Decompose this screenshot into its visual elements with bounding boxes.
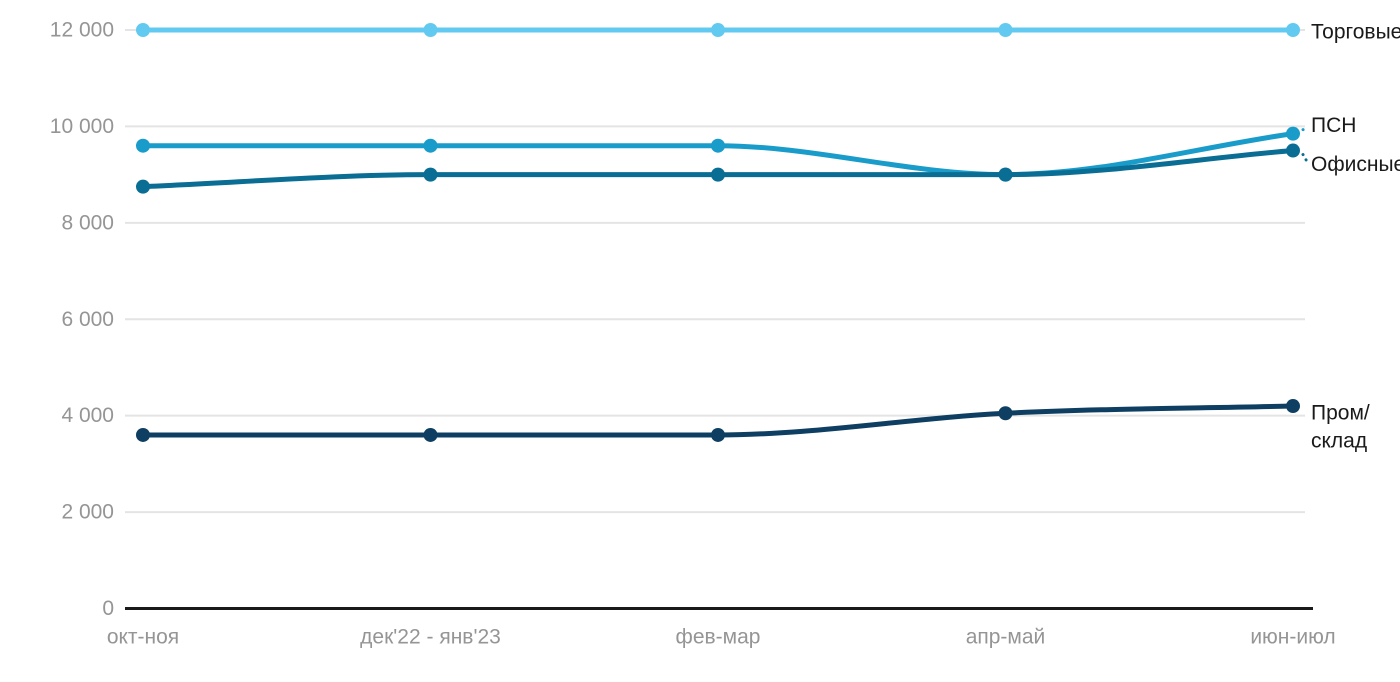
y-tick-label: 8 000 xyxy=(61,211,114,234)
data-point xyxy=(136,23,150,37)
series-label: Офисные xyxy=(1311,153,1400,176)
chart-canvas: 0 2 000 4 000 6 000 8 000 10 000 12 000 окт-ноя… xyxy=(50,19,1400,649)
data-point xyxy=(998,23,1013,37)
data-point xyxy=(998,167,1013,182)
y-tick-label: 4 000 xyxy=(61,404,114,427)
line-chart: 0 2 000 4 000 6 000 8 000 10 000 12 000 окт-ноя… xyxy=(40,16,1400,666)
data-point xyxy=(136,179,150,194)
series-label: Пром/ xyxy=(1311,402,1370,425)
x-tick-label: апр-май xyxy=(966,626,1046,649)
label-connector xyxy=(1301,127,1309,132)
data-point xyxy=(423,167,438,182)
data-point xyxy=(423,23,438,37)
data-point xyxy=(711,138,725,153)
data-point xyxy=(1286,399,1300,414)
y-tick-label: 0 xyxy=(102,597,114,620)
data-point xyxy=(136,427,150,442)
label-connector xyxy=(1301,153,1309,164)
data-point xyxy=(1286,23,1300,37)
y-tick-label: 10 000 xyxy=(50,115,114,138)
data-point xyxy=(1286,126,1300,141)
series-label: ПСН xyxy=(1311,114,1356,137)
data-point xyxy=(1286,143,1300,158)
data-point xyxy=(423,427,438,442)
x-tick-label: фев-мар xyxy=(676,626,761,649)
y-tick-label: 6 000 xyxy=(61,308,114,331)
x-tick-label: дек'22 - янв'23 xyxy=(360,626,501,649)
series-label: склад xyxy=(1311,430,1367,453)
x-tick-label: окт-ноя xyxy=(107,626,179,649)
data-point xyxy=(711,23,725,37)
series-label: Торговые xyxy=(1311,21,1400,44)
y-tick-label: 2 000 xyxy=(61,501,114,524)
y-tick-label: 12 000 xyxy=(50,19,114,42)
data-point xyxy=(711,167,725,182)
data-point xyxy=(711,427,725,442)
data-point xyxy=(423,138,438,153)
data-point xyxy=(136,138,150,153)
x-tick-label: июн-июл xyxy=(1250,626,1335,649)
data-point xyxy=(998,406,1013,421)
